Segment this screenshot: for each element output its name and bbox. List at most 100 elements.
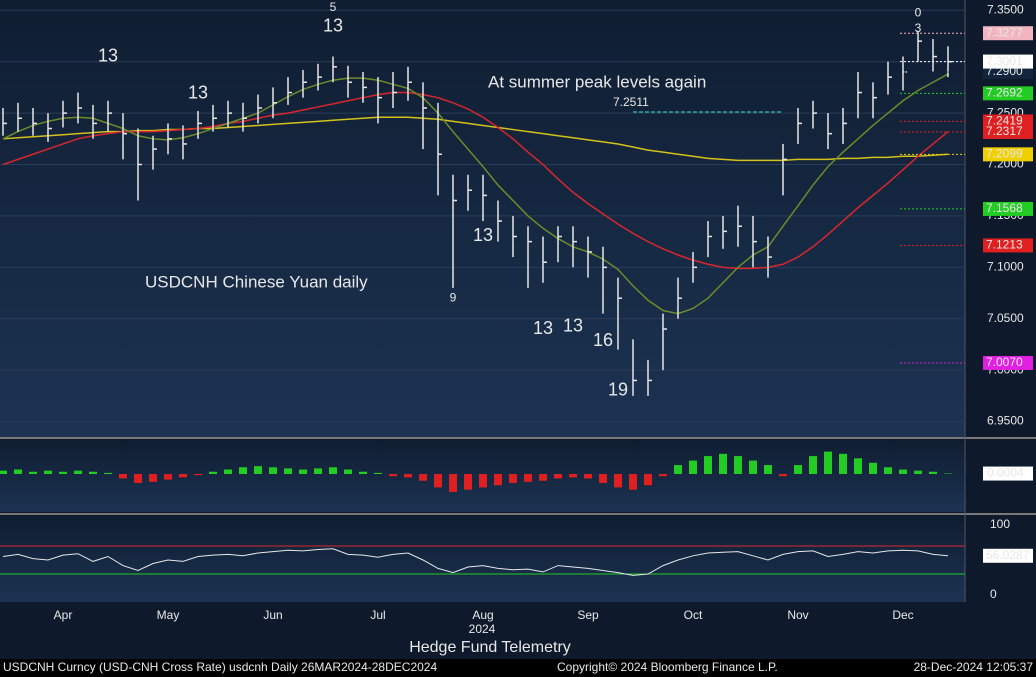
- histogram-bar: [194, 474, 202, 476]
- histogram-bar: [509, 474, 517, 483]
- count-label: 13: [323, 15, 343, 35]
- histogram-bar: [149, 474, 157, 482]
- histogram-bar: [314, 468, 322, 474]
- annotation: At summer peak levels again: [488, 72, 706, 91]
- level-box: [983, 355, 1033, 370]
- count-label: 13: [98, 45, 118, 65]
- y-tick-label: 7.1000: [987, 260, 1024, 274]
- histogram-bar: [629, 474, 637, 490]
- histogram-bar: [614, 474, 622, 488]
- histogram-bar: [554, 474, 562, 479]
- histogram-bar: [59, 471, 67, 474]
- count-label: 13: [473, 225, 493, 245]
- copyright: Copyright© 2024 Bloomberg Finance L.P.: [557, 660, 778, 674]
- histogram-bar: [0, 470, 7, 474]
- histogram-bar: [854, 458, 862, 474]
- histogram-bar: [104, 472, 112, 474]
- y-tick-label: 7.3500: [987, 2, 1024, 16]
- level-label: 7.1213: [986, 238, 1023, 252]
- histogram-bar: [599, 474, 607, 483]
- histogram-bar: [74, 470, 82, 474]
- histogram-bar: [359, 471, 367, 474]
- histogram-bar: [929, 471, 937, 474]
- histogram-bar: [134, 474, 142, 483]
- count-label: 19: [608, 379, 628, 399]
- histogram-bar: [899, 469, 907, 474]
- status-bar: [0, 659, 1036, 677]
- count-label: 13: [533, 318, 553, 338]
- count-label: 16: [593, 330, 613, 350]
- level-label: 7.2317: [986, 124, 1023, 138]
- value-box: [983, 548, 1033, 563]
- histogram-bar: [884, 467, 892, 474]
- level-label: 7.2099: [986, 147, 1023, 161]
- security: USDCNH Curncy (USD-CNH Cross Rate) usdcn…: [3, 660, 437, 674]
- level-label: 7.2419: [986, 114, 1023, 128]
- x-tick-label: May: [157, 608, 180, 622]
- moving-average: [2, 73, 949, 315]
- histogram-bar: [734, 456, 742, 474]
- level-box: [983, 238, 1033, 253]
- histogram-bar: [659, 474, 667, 477]
- level-label: 7.1568: [986, 201, 1023, 215]
- level-box: [983, 86, 1033, 101]
- histogram-bar: [29, 471, 37, 474]
- histogram-bar: [284, 468, 292, 474]
- x-tick-label: Oct: [684, 608, 703, 622]
- level-label: 7.0070: [986, 355, 1023, 369]
- level-label: 7.2692: [986, 86, 1023, 100]
- y-tick-label: 6.9500: [987, 414, 1024, 428]
- histogram-bar: [674, 465, 682, 474]
- histogram-bar: [164, 474, 172, 480]
- histogram-bar: [329, 467, 337, 474]
- histogram-bar: [404, 474, 412, 478]
- histogram-bar: [704, 456, 712, 474]
- histogram-bar: [119, 474, 127, 479]
- histogram-bar: [749, 460, 757, 474]
- moving-average: [2, 91, 949, 270]
- level-box: [983, 26, 1033, 41]
- histogram-bar: [44, 470, 52, 474]
- x-tick-label: Sep: [577, 608, 599, 622]
- reference-label: 7.2511: [613, 95, 649, 109]
- histogram-bar: [719, 453, 727, 474]
- histogram-bar: [524, 474, 532, 482]
- histogram-bar: [374, 472, 382, 474]
- histogram-bar: [224, 469, 232, 474]
- plot-layer: 6.95007.00007.05007.10007.15007.20007.25…: [0, 0, 1033, 622]
- histogram-bar: [464, 474, 472, 490]
- histogram-bar: [794, 465, 802, 474]
- value-label: 56.0287: [986, 548, 1030, 562]
- y-tick-label: 100: [990, 517, 1010, 531]
- x-tick-label: Jul: [370, 608, 385, 622]
- histogram-bar: [449, 474, 457, 492]
- level-box: [983, 201, 1033, 216]
- x-axis-year: 2024: [469, 622, 496, 636]
- count-label: 5: [330, 0, 337, 14]
- histogram-bar: [494, 474, 502, 486]
- value-box: [983, 466, 1033, 481]
- histogram-bar: [584, 474, 592, 479]
- histogram-bar: [344, 469, 352, 474]
- histogram-bar: [839, 453, 847, 474]
- count-label: 0: [915, 6, 922, 20]
- y-tick-label: 0: [990, 587, 997, 601]
- histogram-bar: [389, 474, 397, 477]
- level-label: 7.3277: [986, 25, 1023, 39]
- moving-average: [2, 116, 949, 162]
- count-label: 9: [450, 290, 457, 304]
- count-label: 13: [563, 316, 583, 336]
- histogram-bar: [824, 451, 832, 474]
- histogram-bar: [299, 469, 307, 474]
- histogram-bar: [269, 467, 277, 474]
- level-box: [983, 147, 1033, 162]
- histogram-bar: [89, 471, 97, 474]
- histogram-bar: [779, 474, 787, 477]
- x-tick-label: Apr: [54, 608, 73, 622]
- timestamp: 28-Dec-2024 12:05:37: [914, 660, 1034, 674]
- level-box: [983, 124, 1033, 139]
- histogram-bar: [434, 474, 442, 488]
- histogram-bar: [809, 456, 817, 474]
